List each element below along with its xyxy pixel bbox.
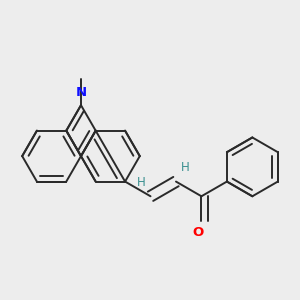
Text: H: H	[181, 161, 189, 174]
Text: O: O	[193, 226, 204, 239]
Text: N: N	[75, 86, 86, 99]
Text: H: H	[137, 176, 146, 189]
